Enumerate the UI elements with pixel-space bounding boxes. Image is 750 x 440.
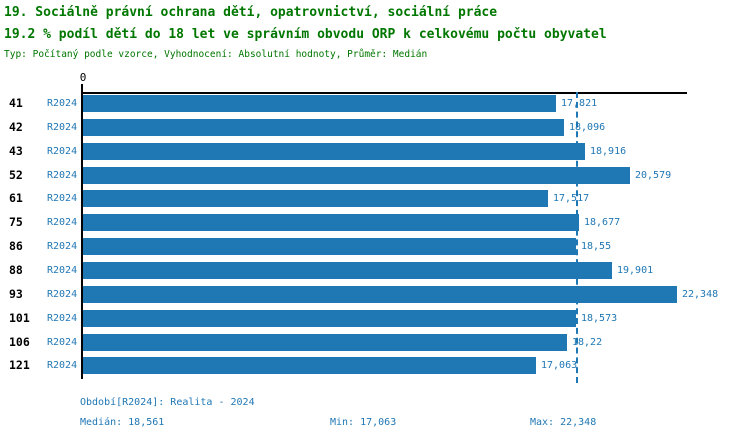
footer-max: Max: 22,348	[530, 417, 597, 428]
row-category-label: 42	[9, 119, 23, 134]
bar	[83, 190, 548, 208]
bar-value-label: 18,55	[581, 241, 612, 253]
row-series-label: R2024	[47, 288, 78, 300]
row-category-label: 121	[9, 358, 30, 373]
bar-value-label: 18,22	[572, 336, 603, 348]
row-category-label: 86	[9, 239, 23, 254]
chart-title-line1: 19. Sociálně právní ochrana dětí, opatro…	[4, 5, 498, 20]
bar	[83, 357, 536, 375]
row-category-label: 106	[9, 334, 30, 349]
bar-value-label: 17,517	[553, 193, 590, 205]
y-axis-line	[81, 84, 83, 379]
bar-value-label: 17,821	[561, 98, 598, 109]
bar	[83, 238, 576, 256]
bar	[83, 166, 630, 184]
row-series-label: R2024	[47, 264, 78, 276]
x-axis-top-line	[81, 92, 687, 94]
row-series-label: R2024	[47, 241, 78, 253]
bar-value-label: 18,916	[590, 145, 627, 157]
median-reference-line	[576, 92, 578, 383]
footer-period: Období[R2024]: Realita - 2024	[80, 397, 255, 408]
bar	[83, 333, 567, 351]
row-category-label: 88	[9, 262, 23, 277]
bar	[83, 309, 576, 327]
bar	[83, 285, 677, 303]
footer-min: Min: 17,063	[330, 417, 397, 428]
row-category-label: 61	[9, 191, 23, 206]
bar-value-label: 20,579	[635, 169, 672, 181]
row-series-label: R2024	[47, 312, 78, 324]
row-category-label: 101	[9, 310, 30, 325]
bar	[83, 142, 585, 160]
row-series-label: R2024	[47, 98, 78, 109]
row-series-label: R2024	[47, 169, 78, 181]
bar	[83, 261, 612, 279]
chart-title-line2: 19.2 % podíl dětí do 18 let ve správním …	[4, 27, 607, 42]
row-series-label: R2024	[47, 121, 78, 133]
bar-value-label: 19,901	[617, 264, 654, 276]
chart-subtitle: Typ: Počítaný podle vzorce, Vyhodnocení:…	[4, 49, 428, 60]
bar	[83, 214, 579, 232]
bar	[83, 95, 556, 112]
row-series-label: R2024	[47, 145, 78, 157]
footer-median: Medián: 18,561	[80, 417, 165, 428]
bar	[83, 118, 564, 136]
row-category-label: 52	[9, 167, 23, 182]
bar-value-label: 17,063	[541, 360, 578, 372]
bar-value-label: 18,677	[584, 217, 621, 229]
bar-value-label: 22,348	[682, 288, 719, 300]
row-category-label: 75	[9, 215, 23, 230]
bar-value-label: 18,096	[569, 121, 606, 133]
row-series-label: R2024	[47, 360, 78, 372]
row-series-label: R2024	[47, 336, 78, 348]
row-series-label: R2024	[47, 193, 78, 205]
x-axis-zero-tick-label: 0	[79, 71, 87, 84]
row-category-label: 41	[9, 96, 23, 110]
row-category-label: 43	[9, 143, 23, 158]
row-series-label: R2024	[47, 217, 78, 229]
bar-value-label: 18,573	[581, 312, 618, 324]
row-category-label: 93	[9, 286, 23, 301]
